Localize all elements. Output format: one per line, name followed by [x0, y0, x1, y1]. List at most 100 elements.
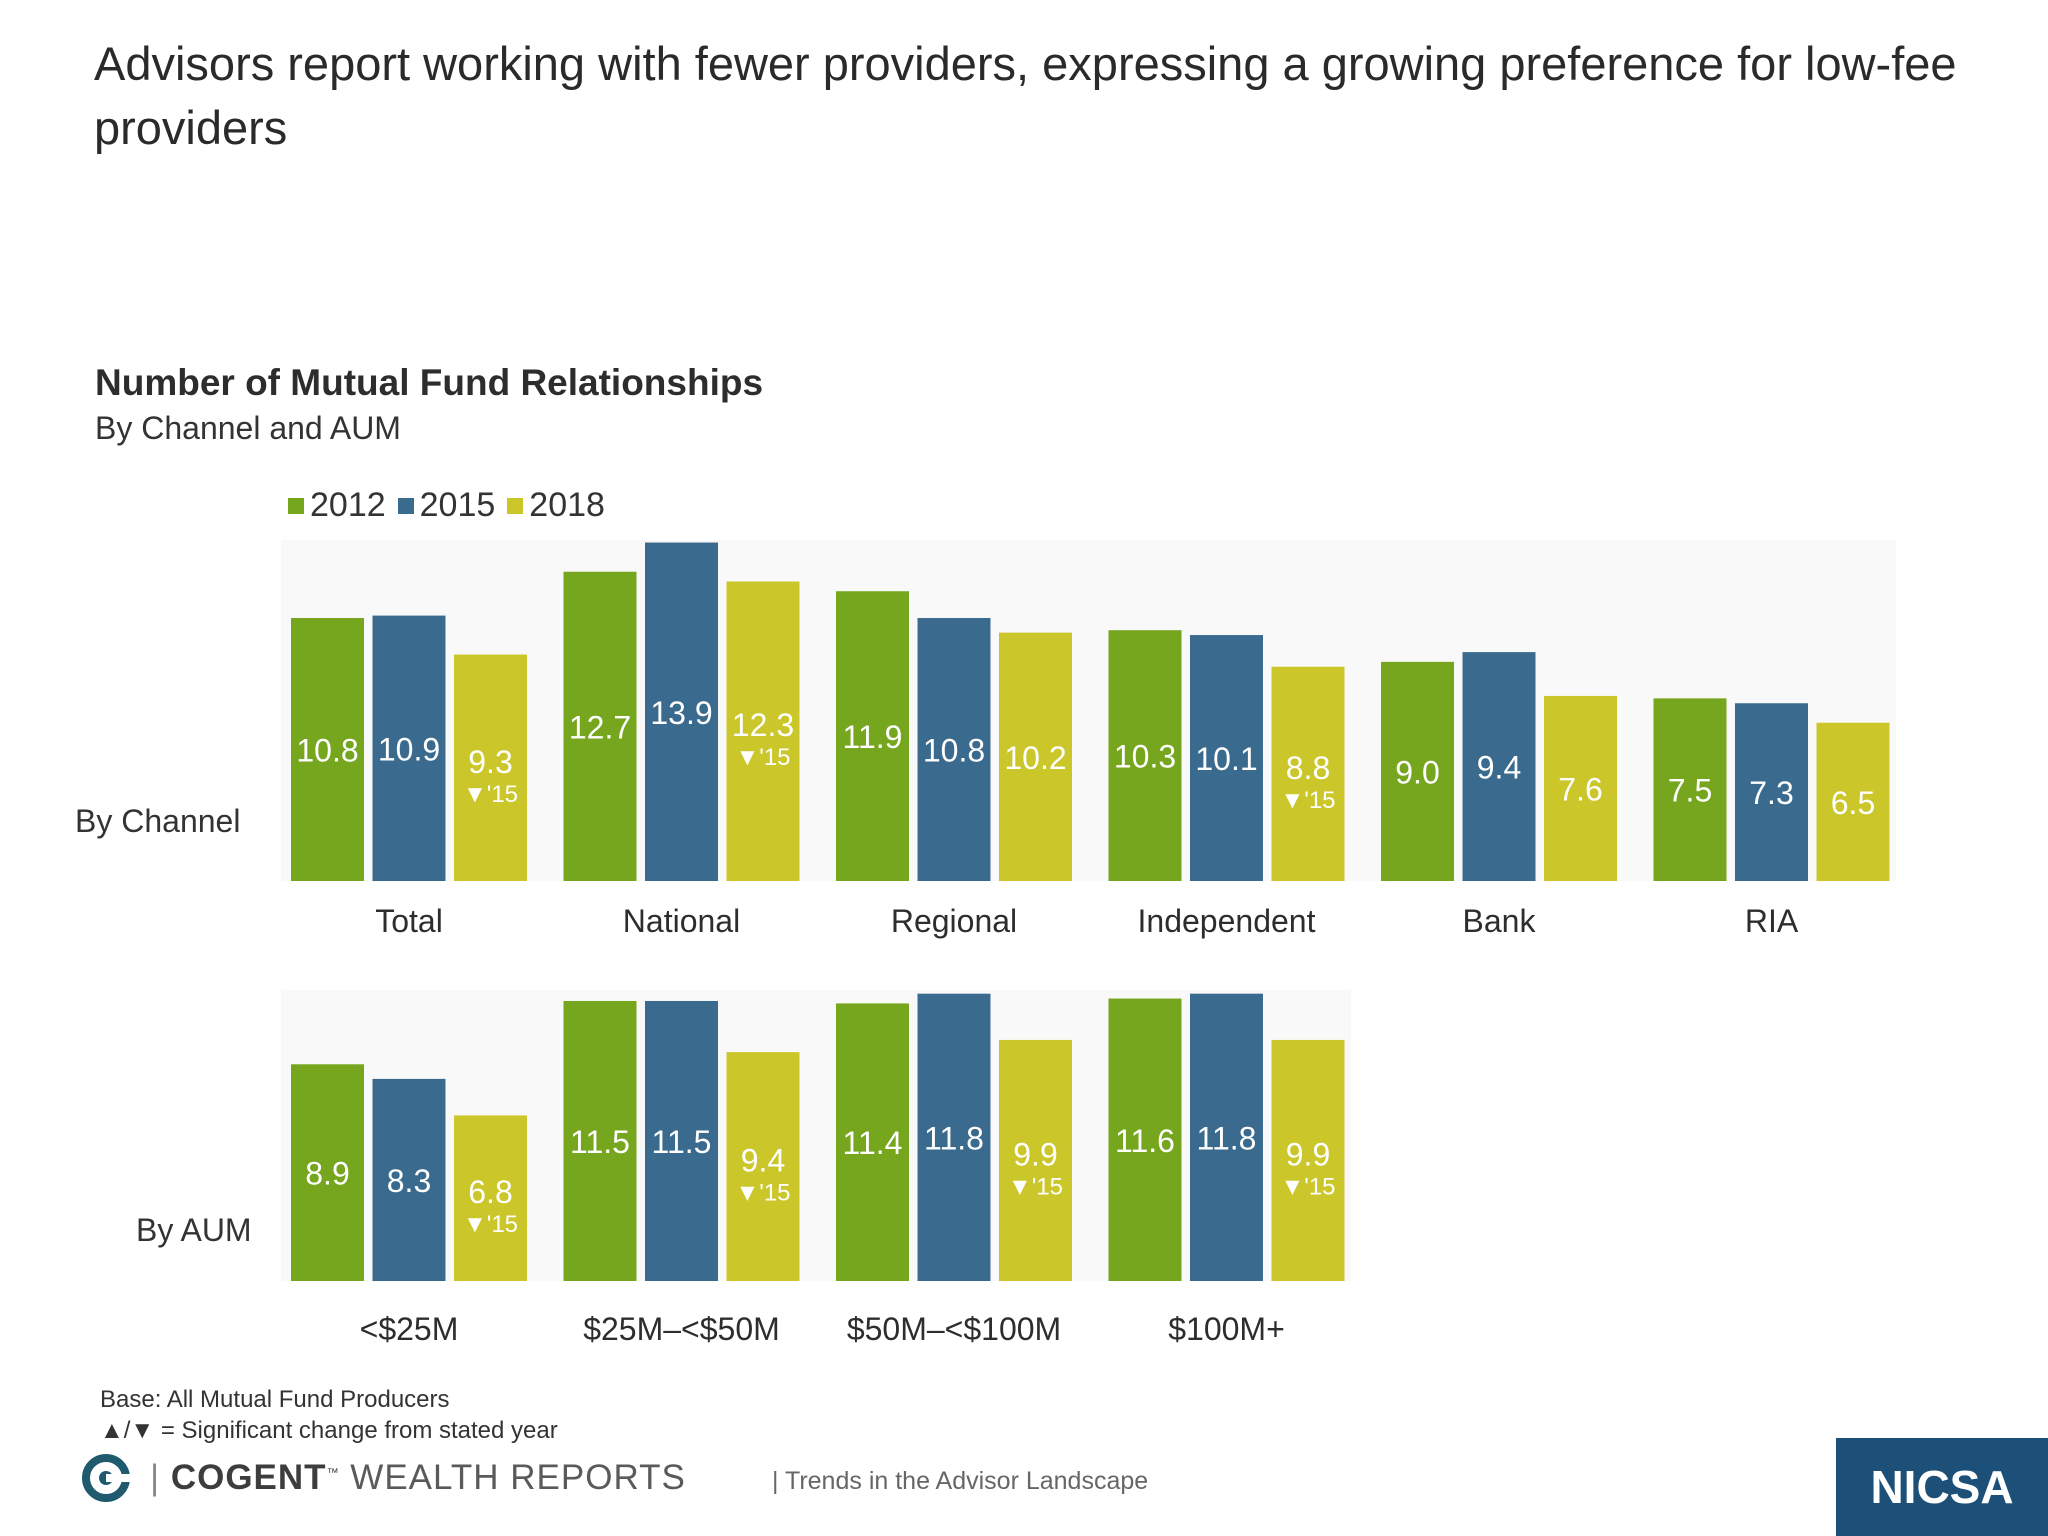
category-label: National	[623, 903, 740, 939]
data-label: 7.3	[1749, 775, 1793, 811]
data-label: 7.6	[1558, 771, 1602, 807]
bar-2018	[1544, 695, 1617, 881]
bar-2018	[999, 1039, 1072, 1281]
footnote-significance: ▲/▼ = Significant change from stated yea…	[100, 1417, 558, 1444]
category-label: Total	[375, 903, 443, 939]
bar-2015	[1190, 993, 1263, 1281]
data-label: 9.9	[1286, 1136, 1330, 1172]
bar-2015	[1735, 703, 1808, 881]
category-label: $50M–<$100M	[847, 1311, 1061, 1347]
bar-2015	[645, 1000, 718, 1281]
data-label: 10.8	[923, 733, 985, 769]
significance-label: ▼'15	[1280, 787, 1335, 814]
bar-2012	[291, 1064, 364, 1281]
legend-swatch-2015	[397, 497, 414, 514]
data-label: 6.5	[1831, 785, 1875, 821]
data-label: 11.6	[1115, 1123, 1175, 1159]
nicsa-logo: NICSA	[1836, 1438, 2048, 1536]
bar-2018	[454, 654, 527, 881]
bar-2018	[726, 581, 800, 881]
data-label: 10.1	[1195, 741, 1257, 777]
legend-label-2012: 2012	[310, 486, 386, 524]
data-label: 8.8	[1286, 750, 1330, 786]
significance-label: ▼'15	[1008, 1173, 1063, 1200]
bar-2015	[1190, 635, 1263, 881]
data-label: 11.9	[843, 719, 903, 755]
category-label: $100M+	[1168, 1311, 1285, 1347]
bar-2015	[917, 618, 991, 881]
bar-2018	[726, 1052, 800, 1281]
legend-swatch-2018	[507, 497, 524, 514]
row-label-by-channel: By Channel	[75, 803, 241, 839]
data-label: 11.5	[652, 1124, 712, 1160]
category-label: RIA	[1745, 903, 1799, 939]
footer-tagline: | Trends in the Advisor Landscape	[772, 1467, 1149, 1495]
bar-2012	[563, 571, 637, 881]
bar-2012	[1108, 630, 1182, 881]
category-label: Bank	[1463, 903, 1537, 939]
data-label: 10.2	[1004, 740, 1066, 776]
data-label: 8.3	[387, 1163, 431, 1199]
data-label: 11.8	[924, 1120, 984, 1156]
plot-background	[281, 540, 1896, 881]
data-label: 9.0	[1395, 754, 1439, 790]
legend-swatch-2012	[288, 497, 304, 514]
bar-2012	[1381, 661, 1454, 881]
row-label-by-aum: By AUM	[136, 1212, 252, 1248]
brand-wealth-reports: WEALTH REPORTS	[339, 1458, 686, 1497]
bar-2015	[1462, 652, 1536, 881]
bar-2012	[836, 591, 909, 881]
category-label: Regional	[891, 903, 1017, 939]
data-label: 6.8	[468, 1174, 512, 1210]
bar-2018	[1271, 666, 1345, 881]
data-label: 9.9	[1013, 1136, 1057, 1172]
data-label: 13.9	[650, 695, 712, 731]
significance-label: ▼'15	[735, 744, 790, 771]
page-headline: Advisors report working with fewer provi…	[94, 37, 1957, 154]
category-label: $25M–<$50M	[583, 1311, 780, 1347]
significance-label: ▼'15	[463, 1211, 518, 1238]
bar-2015	[645, 542, 718, 881]
chart-title: Number of Mutual Fund Relationships	[95, 362, 764, 403]
data-label: 9.4	[1477, 750, 1521, 786]
data-label: 11.4	[843, 1125, 903, 1161]
data-label: 9.3	[468, 744, 512, 780]
bar-2012	[291, 618, 364, 881]
bar-2018	[999, 632, 1072, 881]
significance-label: ▼'15	[1280, 1173, 1335, 1200]
chart-subtitle: By Channel and AUM	[95, 410, 401, 446]
legend-label-2015: 2015	[419, 486, 496, 524]
footer-brand: | COGENT™ WEALTH REPORTS	[150, 1458, 686, 1497]
data-label: 10.9	[378, 731, 440, 767]
chart-legend: 2012 2015 2018	[288, 486, 617, 525]
data-label: 8.9	[305, 1156, 349, 1192]
legend-label-2018: 2018	[529, 486, 605, 524]
bar-2012	[1108, 998, 1182, 1281]
cogent-logo-icon	[82, 1454, 130, 1502]
bar-2015	[372, 1078, 446, 1281]
data-label: 12.7	[569, 709, 631, 745]
bar-2012	[1653, 698, 1727, 881]
category-label: Independent	[1138, 903, 1316, 939]
brand-cogent: COGENT	[170, 1458, 327, 1497]
legend-item-2015: 2015	[397, 486, 496, 525]
significance-label: ▼'15	[463, 781, 518, 808]
bar-2018	[1816, 722, 1890, 881]
data-label: 11.5	[570, 1124, 630, 1160]
data-label: 12.3	[732, 707, 794, 743]
data-label: 9.4	[741, 1143, 785, 1179]
bar-2012	[563, 1000, 637, 1281]
data-label: 11.8	[1197, 1120, 1257, 1156]
category-label: <$25M	[360, 1311, 459, 1347]
bar-2018	[1271, 1039, 1345, 1281]
brand-tm: ™	[326, 1465, 340, 1480]
significance-label: ▼'15	[735, 1180, 790, 1207]
bar-2015	[917, 993, 991, 1281]
bar-2015	[372, 615, 446, 881]
bar-2012	[836, 1003, 909, 1281]
bar-2018	[454, 1115, 527, 1281]
data-label: 10.3	[1114, 739, 1176, 775]
footnote-base: Base: All Mutual Fund Producers	[100, 1386, 450, 1413]
legend-item-2018: 2018	[507, 486, 605, 525]
